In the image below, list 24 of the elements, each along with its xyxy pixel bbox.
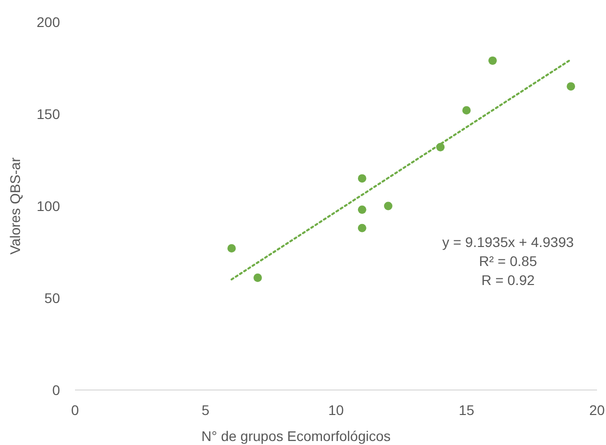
x-tick-label: 5 <box>202 402 210 418</box>
point <box>488 56 497 65</box>
point <box>462 106 471 115</box>
point <box>358 205 366 214</box>
point <box>358 224 366 232</box>
point <box>566 82 576 91</box>
x-tick-label: 15 <box>458 402 474 418</box>
annotation: R = 0.92 <box>481 272 535 288</box>
annotation: R² = 0.85 <box>479 253 538 269</box>
x-tick-label: 0 <box>71 402 80 418</box>
y-tick-label: 0 <box>52 382 60 398</box>
y-tick-label: 100 <box>36 198 60 214</box>
point <box>358 174 366 183</box>
y-tick-label: 200 <box>36 14 60 30</box>
annotation: y = 9.1935x + 4.9393 <box>442 234 574 250</box>
y-tick-label: 50 <box>44 290 60 306</box>
x-tick-label: 10 <box>328 402 344 418</box>
x-tick-label: 20 <box>589 402 605 418</box>
point <box>384 202 392 210</box>
y-axis-title: Valores QBS-ar <box>7 157 23 254</box>
y-tick-label: 150 <box>36 106 60 122</box>
point <box>227 244 236 253</box>
point <box>254 274 262 282</box>
x-axis-title: N° de grupos Ecomorfológicos <box>201 428 391 444</box>
